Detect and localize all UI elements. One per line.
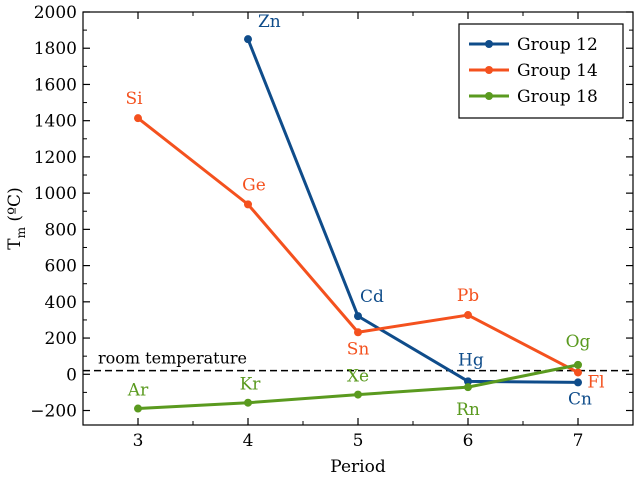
- x-tick-label: 7: [573, 431, 584, 451]
- point-label-si: Si: [125, 89, 143, 109]
- point-label-ar: Ar: [127, 381, 149, 401]
- x-tick-label: 5: [353, 431, 364, 451]
- legend-swatch-marker: [485, 66, 493, 74]
- series-line-group-12: [246, 38, 579, 384]
- y-tick-label: 1200: [34, 148, 77, 168]
- legend-swatch-marker: [485, 92, 493, 100]
- data-point-ar: [134, 404, 142, 413]
- y-tick-label: 400: [45, 293, 77, 313]
- point-label-cn: Cn: [568, 389, 592, 409]
- legend-label: Group 18: [517, 87, 598, 107]
- data-point-fl: [574, 368, 582, 377]
- point-label-rn: Rn: [456, 400, 480, 420]
- legend-swatch-marker: [485, 40, 493, 48]
- point-label-kr: Kr: [240, 375, 262, 395]
- data-point-og: [574, 360, 582, 369]
- point-label-pb: Pb: [457, 286, 479, 306]
- x-axis-title: Period: [330, 457, 386, 477]
- point-label-hg: Hg: [458, 350, 484, 370]
- y-tick-label: 2000: [34, 3, 77, 23]
- point-label-sn: Sn: [347, 339, 370, 359]
- data-point-cd: [354, 312, 362, 321]
- data-point-si: [134, 114, 142, 123]
- legend-label: Group 12: [517, 35, 598, 55]
- x-tick-label: 6: [463, 431, 474, 451]
- y-tick-label: −200: [30, 402, 77, 422]
- point-label-ge: Ge: [242, 175, 266, 195]
- y-tick-label: 1000: [34, 184, 77, 204]
- data-point-cn: [574, 378, 582, 387]
- point-label-zn: Zn: [258, 12, 281, 32]
- y-tick-label: 800: [45, 220, 77, 240]
- data-point-hg: [464, 377, 472, 386]
- point-label-xe: Xe: [347, 367, 369, 387]
- data-point-sn: [354, 328, 362, 337]
- y-tick-label: 1800: [34, 39, 77, 59]
- y-tick-label: 600: [45, 257, 77, 277]
- legend-label: Group 14: [517, 61, 598, 81]
- y-tick-label: 0: [66, 365, 77, 385]
- x-tick-label: 4: [243, 431, 254, 451]
- data-point-ge: [244, 200, 252, 209]
- data-point-zn: [244, 35, 252, 44]
- data-point-kr: [244, 398, 252, 407]
- x-tick-label: 3: [133, 431, 144, 451]
- data-point-rn: [464, 383, 472, 392]
- point-label-og: Og: [566, 332, 591, 352]
- room-temperature-label: room temperature: [98, 349, 247, 368]
- data-point-pb: [464, 311, 472, 320]
- y-axis-title: Tm (ºC): [5, 187, 28, 249]
- point-label-fl: Fl: [587, 372, 604, 392]
- y-tick-label: 200: [45, 329, 77, 349]
- y-tick-label: 1400: [34, 112, 77, 132]
- y-tick-label: 1600: [34, 75, 77, 95]
- point-label-cd: Cd: [360, 287, 384, 307]
- data-point-xe: [354, 390, 362, 399]
